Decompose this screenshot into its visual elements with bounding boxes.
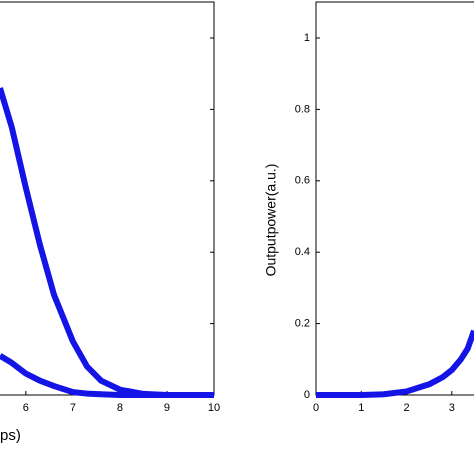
y-tick-label: 0.8 (295, 103, 310, 115)
x-tick-label: 10 (208, 402, 220, 414)
x-tick-label: 1 (358, 402, 364, 414)
y-tick-label: 0 (304, 389, 310, 401)
y-tick-label: 0.4 (295, 246, 310, 258)
y-tick-label: 1 (304, 32, 310, 44)
x-axis-label: ps) (0, 427, 21, 444)
x-tick-label: 2 (403, 402, 409, 414)
y-tick-label: 0.6 (295, 175, 310, 187)
left-axes-frame (0, 1, 215, 396)
data-line (316, 329, 474, 398)
y-tick-label: 0.2 (295, 318, 310, 330)
x-tick-label: 9 (164, 402, 170, 414)
y-axis-label: Outputpower(a.u.) (263, 164, 279, 277)
x-tick-label: 8 (117, 402, 123, 414)
data-line (0, 87, 214, 398)
x-tick-label: 3 (449, 402, 455, 414)
x-tick-label: 6 (23, 402, 29, 414)
right-axes-frame (315, 1, 474, 396)
data-line (0, 353, 214, 398)
x-tick-label: 7 (70, 402, 76, 414)
x-tick-label: 0 (313, 402, 319, 414)
